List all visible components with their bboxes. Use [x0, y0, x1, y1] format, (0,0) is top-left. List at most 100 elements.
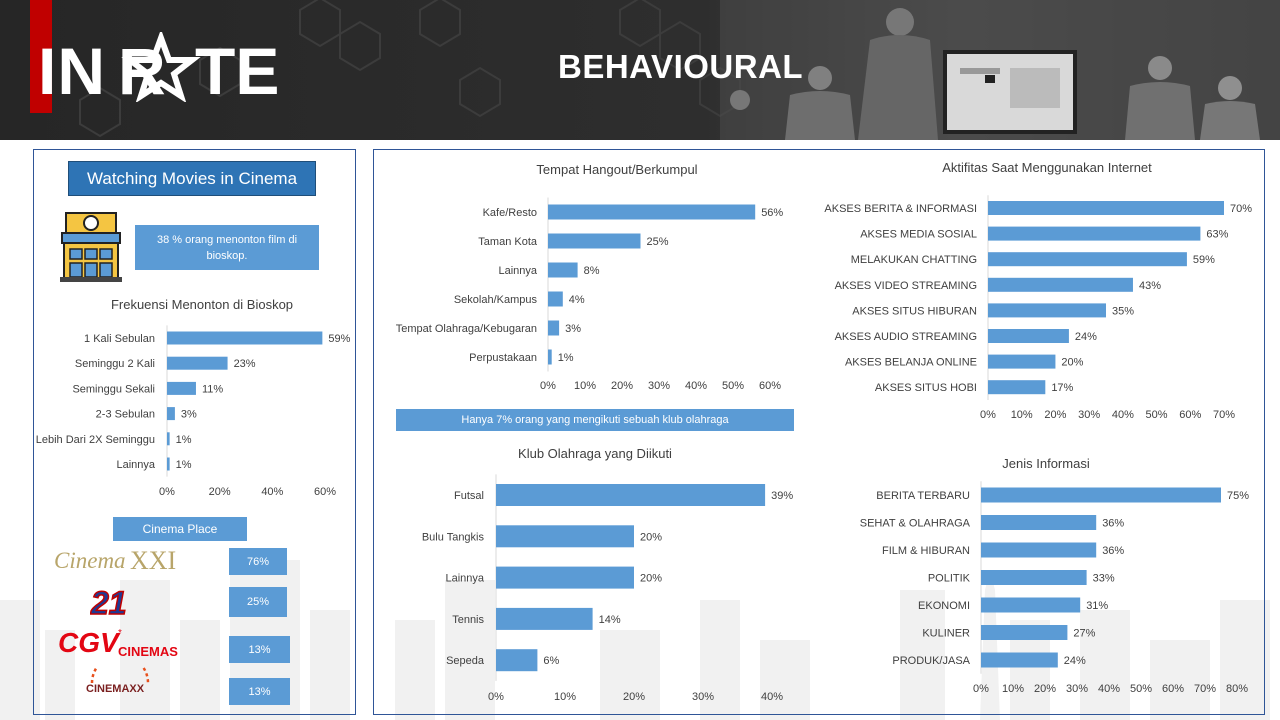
tick-label: 30%	[1078, 409, 1100, 421]
cinema-place-21-value: 25%	[229, 587, 287, 617]
data-label: 75%	[1227, 490, 1249, 502]
chart-title: Klub Olahraga yang Diikuti	[518, 446, 672, 461]
category-label: KULINER	[922, 628, 970, 640]
bar	[988, 303, 1106, 318]
category-label: AKSES BERITA & INFORMASI	[824, 203, 977, 215]
tick-label: 40%	[261, 486, 283, 498]
section-title-watching-movies: Watching Movies in Cinema	[68, 161, 316, 196]
data-label: 56%	[761, 207, 783, 219]
bar	[548, 320, 560, 336]
cinema-xxi-logo: Cinema XXI	[54, 546, 176, 575]
bar	[167, 381, 196, 395]
category-label: SEHAT & OLAHRAGA	[860, 518, 971, 530]
chart-jenis-informasi: Jenis Informasi BERITA TERBARU 75% SEHAT & …	[860, 456, 1249, 695]
bar	[981, 625, 1068, 640]
bar	[981, 570, 1087, 585]
data-label: 63%	[1206, 229, 1228, 241]
bar	[167, 356, 228, 370]
chart-title: Aktifitas Saat Menggunakan Internet	[942, 160, 1152, 175]
data-label: 3%	[181, 409, 197, 421]
data-label: 43%	[1139, 280, 1161, 292]
category-label: Lainnya	[445, 573, 484, 585]
category-label: Lainnya	[498, 265, 537, 277]
bar	[988, 226, 1201, 241]
bar	[548, 262, 578, 278]
category-label: AKSES BELANJA ONLINE	[845, 357, 977, 369]
data-label: 1%	[176, 459, 192, 471]
svg-text:CINEMAS: CINEMAS	[118, 644, 178, 659]
bar	[496, 607, 593, 630]
data-label: 36%	[1102, 545, 1124, 557]
category-label: AKSES AUDIO STREAMING	[835, 331, 977, 343]
chart-klub-olahraga: Klub Olahraga yang Diikuti Futsal 39% Bulu …	[422, 446, 794, 703]
chart-title: Jenis Informasi	[1002, 456, 1090, 471]
tick-label: 40%	[761, 691, 783, 703]
category-label: PRODUK/JASA	[892, 655, 970, 667]
tick-label: 50%	[1130, 683, 1152, 695]
sports-club-note: Hanya 7% orang yang mengikuti sebuah klu…	[396, 409, 794, 431]
tick-label: 30%	[692, 691, 714, 703]
bar	[981, 487, 1221, 503]
chart-frekuensi-menonton: Frekuensi Menonton di Bioskop 1 Kali Sebu…	[36, 297, 351, 498]
tick-label: 60%	[759, 380, 781, 392]
tick-label: 40%	[685, 380, 707, 392]
data-label: 20%	[640, 573, 662, 585]
category-label: MELAKUKAN CHATTING	[851, 254, 977, 266]
cinema-building-icon	[60, 212, 122, 282]
tick-label: 80%	[1226, 683, 1248, 695]
bar	[496, 649, 538, 672]
tick-label: 10%	[1011, 409, 1033, 421]
data-label: 17%	[1051, 382, 1073, 394]
category-label: Perpustakaan	[469, 352, 537, 364]
category-label: Bulu Tangkis	[422, 531, 485, 543]
tick-label: 20%	[1034, 683, 1056, 695]
tick-label: 0%	[488, 691, 504, 703]
data-label: 59%	[1193, 254, 1215, 266]
data-label: 59%	[328, 333, 350, 345]
bar	[496, 566, 634, 589]
bar	[981, 542, 1097, 558]
bar	[496, 484, 766, 506]
svg-text:CINEMAXX: CINEMAXX	[86, 683, 145, 695]
data-label: 31%	[1086, 600, 1108, 612]
bar	[988, 277, 1133, 292]
tick-label: 20%	[623, 691, 645, 703]
tick-label: 60%	[1179, 409, 1201, 421]
tick-label: 60%	[1162, 683, 1184, 695]
cgv-cinemas-logo: CGV CINEMAS *	[58, 627, 178, 659]
category-label: AKSES SITUS HOBI	[875, 382, 977, 394]
category-label: Tempat Olahraga/Kebugaran	[396, 323, 537, 335]
category-label: AKSES VIDEO STREAMING	[835, 280, 977, 292]
svg-text:*: *	[118, 628, 122, 639]
tick-label: 0%	[973, 683, 989, 695]
category-label: Tennis	[452, 614, 484, 626]
tick-label: 40%	[1098, 683, 1120, 695]
category-label: Sekolah/Kampus	[454, 294, 538, 306]
bar	[167, 432, 170, 446]
data-label: 3%	[565, 323, 581, 335]
bar	[167, 407, 175, 421]
data-label: 35%	[1112, 305, 1134, 317]
tick-label: 20%	[611, 380, 633, 392]
category-label: 2-3 Sebulan	[96, 409, 155, 421]
bar	[988, 380, 1046, 395]
bar	[988, 354, 1056, 369]
tick-label: 0%	[159, 486, 175, 498]
chart-title: Frekuensi Menonton di Bioskop	[111, 297, 293, 312]
left-panel	[33, 149, 356, 715]
bar	[988, 329, 1069, 343]
category-label: Lainnya	[116, 459, 155, 471]
tick-label: 0%	[540, 380, 556, 392]
page-title: BEHAVIOURAL	[558, 48, 804, 85]
bar	[548, 291, 563, 307]
tick-label: 40%	[1112, 409, 1134, 421]
data-label: 33%	[1093, 573, 1115, 585]
cinema-place-label: Cinema Place	[113, 517, 247, 541]
svg-text:TE: TE	[195, 34, 278, 102]
bar	[548, 233, 641, 249]
tick-label: 20%	[209, 486, 231, 498]
data-label: 6%	[543, 655, 559, 667]
chart-tempat-hangout: Tempat Hangout/Berkumpul Kafe/Resto 56% Tam…	[396, 162, 784, 392]
category-label: EKONOMI	[918, 600, 970, 612]
tick-label: 50%	[1146, 409, 1168, 421]
